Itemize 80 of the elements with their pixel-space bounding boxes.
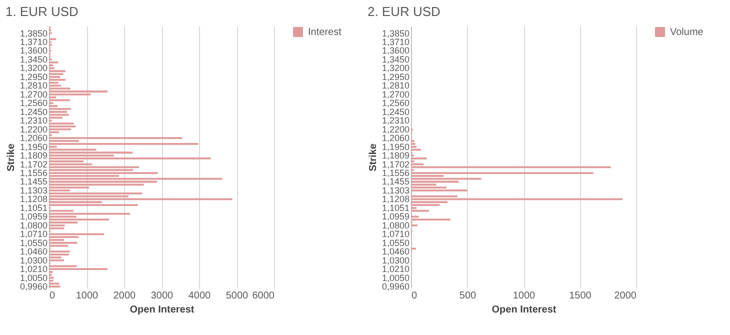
x-tick-label: 0	[412, 290, 418, 302]
y-tick-label: 1,3710	[382, 37, 410, 48]
y-tick-label: 1,0210	[20, 264, 48, 274]
y-axis-title: Strike	[368, 143, 379, 172]
x-tick-label: 1000	[512, 290, 536, 302]
y-tick-label: 1,1950	[382, 142, 410, 152]
y-tick-label: 1,1556	[382, 168, 410, 178]
y-tick-label: 1,2060	[382, 133, 410, 144]
y-tick-label: 1,2450	[20, 106, 48, 117]
y-tick-label: 1,2200	[20, 124, 48, 134]
y-tick-label: 1,1702	[382, 159, 410, 170]
y-tick-label: 1,3600	[20, 46, 48, 56]
chart-title: 1. EUR USD	[5, 4, 78, 19]
y-tick-label: 1,0460	[382, 246, 410, 257]
y-tick-label: 1,0710	[382, 229, 410, 240]
y-tick-label: 1,2560	[382, 98, 410, 108]
y-tick-label: 1,0300	[382, 255, 410, 266]
y-tick-label: 1,1556	[20, 168, 48, 178]
y-tick-label: 1,1208	[382, 194, 410, 204]
y-tick-label: 1,2700	[382, 89, 410, 100]
chart-title: 2. EUR USD	[367, 4, 440, 19]
y-tick-label: 1,0050	[20, 272, 48, 283]
x-tick-label: 4000	[188, 290, 212, 302]
y-tick-label: 1,1208	[20, 194, 48, 204]
y-tick-label: 1,1455	[20, 176, 48, 187]
x-tick-label: 1000	[76, 290, 99, 302]
y-tick-label: 1,2310	[20, 116, 48, 126]
y-tick-label: 1,0800	[382, 220, 410, 230]
y-tick-label: 1,2450	[382, 106, 410, 117]
x-tick-label: 6000	[252, 290, 275, 302]
x-tick-label: 2000	[614, 290, 637, 302]
y-tick-label: 1,3850	[20, 28, 48, 38]
y-tick-label: 1,2950	[20, 72, 48, 82]
y-tick-label: 1,3200	[20, 63, 48, 74]
x-tick-label: 3000	[150, 290, 174, 302]
y-tick-label: 1,2950	[382, 72, 410, 82]
y-tick-label: 0,9960	[20, 282, 48, 292]
y-tick-label: 1,0460	[20, 246, 48, 257]
y-tick-label: 1,3200	[382, 63, 410, 74]
y-tick-label: 1,2700	[20, 89, 48, 100]
y-tick-label: 1,0959	[382, 212, 410, 222]
y-tick-label: 1,1950	[20, 142, 48, 152]
y-tick-label: 1,0300	[20, 255, 48, 266]
y-tick-label: 1,1702	[20, 159, 48, 170]
y-tick-label: 1,0210	[382, 264, 410, 274]
y-tick-label: 1,1303	[382, 185, 410, 196]
y-tick-label: 1,1051	[20, 202, 48, 213]
y-tick-label: 1,0800	[20, 220, 48, 230]
y-tick-label: 1,0550	[20, 238, 48, 248]
y-tick-label: 1,0550	[382, 238, 410, 248]
y-tick-label: 1,0959	[20, 212, 48, 222]
y-tick-label: 1,3450	[20, 54, 48, 64]
y-tick-label: 1,2200	[382, 124, 410, 134]
y-tick-label: 1,0710	[20, 229, 48, 240]
y-tick-label: 1,3450	[382, 54, 410, 64]
y-tick-label: 1,2560	[20, 98, 48, 108]
y-axis-title: Strike	[6, 143, 17, 172]
y-tick-label: 1,1455	[382, 176, 410, 187]
x-axis-title: Open Interest	[130, 304, 195, 316]
x-tick-label: 2000	[113, 290, 136, 302]
y-tick-label: 1,2810	[20, 80, 48, 91]
y-tick-label: 1,1303	[20, 185, 48, 196]
x-tick-label: 1500	[569, 290, 592, 302]
y-tick-label: 1,2060	[20, 133, 48, 144]
y-tick-label: 1,1051	[382, 202, 410, 213]
y-tick-label: 1,2810	[382, 80, 410, 91]
y-tick-label: 1,1809	[20, 150, 48, 161]
y-tick-label: 1,3600	[382, 46, 410, 56]
y-tick-label: 1,3850	[382, 28, 410, 38]
x-axis-title: Open Interest	[492, 304, 557, 316]
y-tick-label: 1,1809	[382, 150, 410, 161]
y-tick-label: 1,2310	[382, 116, 410, 126]
y-tick-label: 1,3710	[20, 37, 48, 48]
x-tick-label: 500	[459, 290, 477, 302]
y-tick-label: 1,0050	[382, 272, 410, 283]
legend-label: Interest	[308, 27, 342, 38]
legend-label: Volume	[670, 27, 704, 38]
x-tick-label: 0	[50, 290, 56, 302]
y-tick-label: 0,9960	[382, 282, 410, 292]
x-tick-label: 5000	[226, 290, 249, 302]
